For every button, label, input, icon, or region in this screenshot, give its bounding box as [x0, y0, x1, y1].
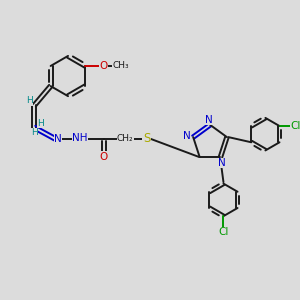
Text: CH₃: CH₃	[113, 61, 129, 70]
Text: N: N	[218, 158, 226, 168]
Text: O: O	[99, 61, 107, 71]
Text: N: N	[183, 130, 190, 141]
Text: H: H	[26, 96, 32, 105]
Text: N: N	[205, 115, 213, 124]
Text: NH: NH	[73, 133, 88, 143]
Text: H: H	[37, 118, 44, 127]
Text: Cl: Cl	[218, 227, 229, 237]
Text: Cl: Cl	[290, 121, 300, 131]
Text: S: S	[143, 132, 150, 145]
Text: H: H	[31, 128, 38, 137]
Text: O: O	[100, 152, 108, 161]
Text: N: N	[54, 134, 62, 144]
Text: CH₂: CH₂	[117, 134, 134, 143]
